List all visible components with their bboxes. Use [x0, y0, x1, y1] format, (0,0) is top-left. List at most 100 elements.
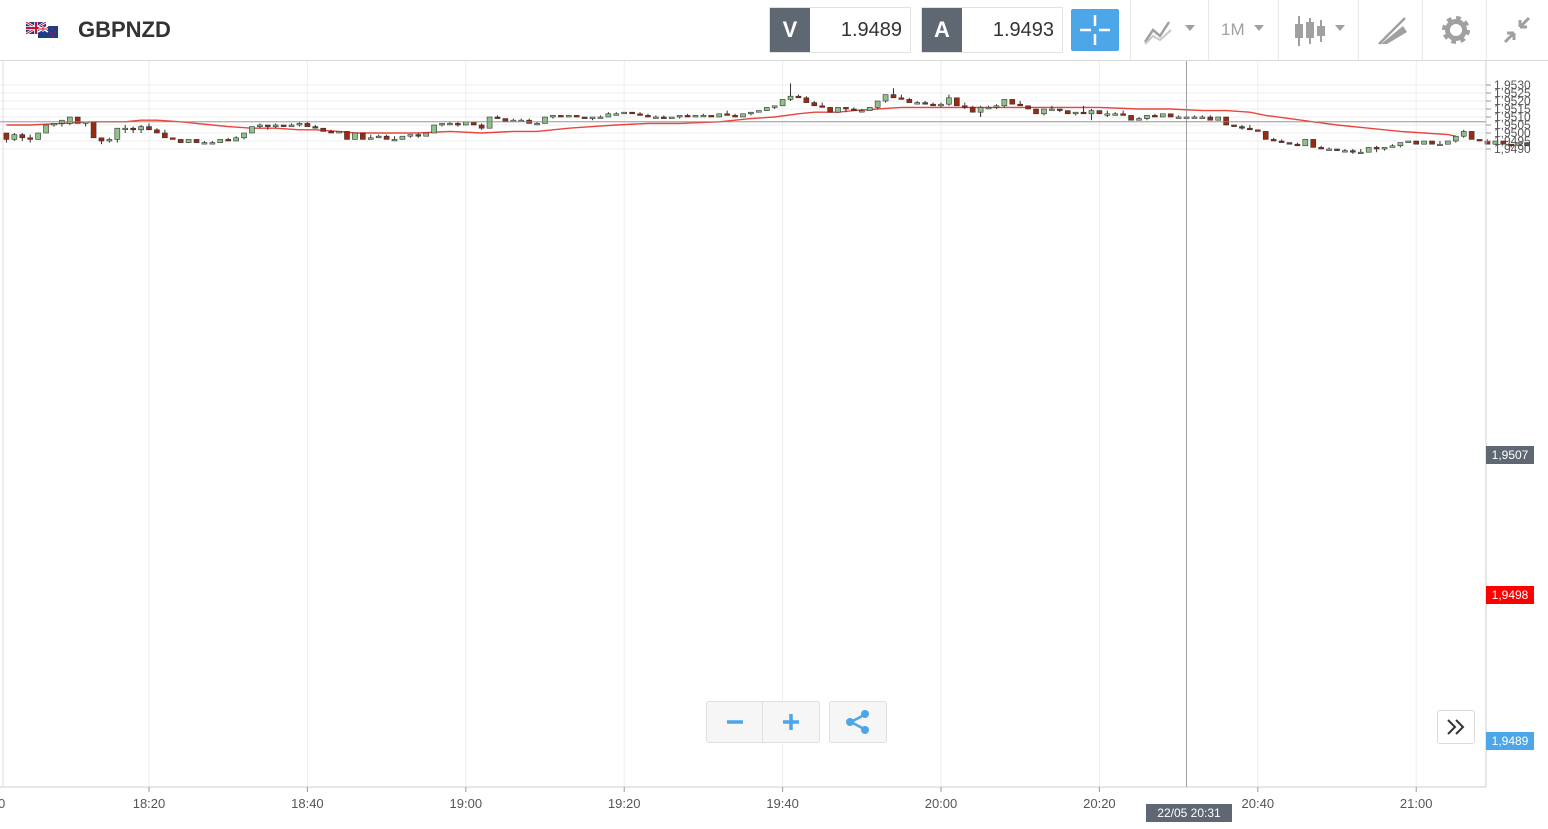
price-chart[interactable]: 1,94901,94951,95001,95051,95101,95151,95… — [0, 61, 1548, 829]
candle — [969, 105, 976, 113]
time-axis: 18:20 18:40 19:00 19:20 19:40 20:00 20:20 20:40… — [0, 787, 1432, 811]
candle-body-down — [383, 135, 390, 140]
candle — [478, 123, 485, 130]
chevron-down-icon — [1254, 25, 1264, 31]
candle — [1460, 129, 1467, 138]
candle-body-down — [1096, 110, 1103, 115]
candle — [383, 134, 390, 140]
candle — [169, 137, 176, 140]
candle — [1025, 105, 1031, 110]
candle-body-up — [1104, 113, 1111, 116]
candle-body-up — [977, 107, 984, 113]
candle — [938, 102, 944, 108]
candle-body-up — [1302, 139, 1309, 147]
drawing-tool-button[interactable] — [1358, 0, 1423, 60]
candle — [914, 101, 921, 105]
candle — [946, 94, 952, 106]
chart-type-button[interactable] — [1130, 0, 1209, 60]
time-tick-label: 18:40 — [291, 796, 324, 811]
candle — [296, 121, 303, 127]
candle — [1175, 115, 1182, 119]
candle — [74, 116, 81, 124]
candle — [185, 139, 192, 143]
candle — [1389, 144, 1396, 148]
price-tick-label: 1,9495 — [1494, 134, 1531, 148]
candle — [1088, 109, 1095, 121]
candle — [835, 107, 841, 113]
price-tick-label: 1,9525 — [1494, 86, 1531, 100]
candle — [550, 115, 556, 119]
candle — [1096, 110, 1103, 115]
candlestick-type-button[interactable] — [1278, 0, 1359, 60]
settings-button[interactable] — [1422, 0, 1487, 60]
candle-body-up — [122, 127, 129, 130]
candle-body-up — [779, 99, 786, 107]
share-button[interactable] — [829, 701, 887, 743]
candle-body-up — [106, 139, 113, 142]
candle — [930, 102, 936, 107]
candle — [19, 133, 26, 141]
candle-body-up — [748, 111, 754, 115]
candle — [375, 134, 382, 139]
crosshair-icon — [1080, 15, 1110, 45]
candle — [494, 115, 501, 119]
candle-body-up — [51, 123, 57, 126]
sell-price-button[interactable]: V 1.9489 — [769, 7, 911, 53]
candle-body-down — [360, 132, 366, 140]
candle-body-down — [732, 115, 738, 118]
zoom-in-button[interactable] — [763, 702, 819, 742]
zoom-out-button[interactable] — [707, 702, 763, 742]
scroll-to-latest-button[interactable] — [1437, 710, 1475, 744]
candle — [1492, 140, 1499, 145]
timeframe-select[interactable]: 1M — [1208, 0, 1279, 60]
candle-body-down — [312, 126, 319, 129]
collapse-button[interactable] — [1486, 0, 1548, 60]
candle-body-up — [1049, 108, 1055, 111]
candle — [122, 125, 129, 133]
candle-body-down — [1207, 116, 1214, 121]
candle-body-down — [573, 115, 580, 118]
candle — [288, 123, 295, 127]
candle-body-up — [1437, 143, 1443, 146]
price-tick-label: 1,9530 — [1494, 78, 1531, 92]
candle — [510, 118, 517, 123]
candle-body-up — [1389, 145, 1396, 148]
candle-body-up — [771, 105, 778, 108]
buy-price-button[interactable]: A 1.9493 — [921, 7, 1063, 53]
candle — [732, 113, 738, 118]
candle — [1508, 143, 1515, 148]
candle-body-up — [565, 115, 572, 118]
candle — [708, 115, 715, 118]
instrument-symbol: GBPNZD — [78, 17, 171, 42]
time-tick-label: 18:20 — [133, 796, 166, 811]
candlestick-series — [3, 83, 1530, 154]
candle-body-down — [629, 111, 635, 115]
crosshair-lines — [0, 61, 1486, 787]
candle-body-down — [1278, 140, 1285, 143]
candle — [1136, 117, 1142, 121]
candle — [241, 132, 247, 140]
candle-body-down — [74, 116, 81, 124]
candle-body-down — [898, 97, 905, 100]
candle — [1373, 145, 1380, 153]
timeframe-label: 1M — [1221, 20, 1245, 39]
candle-body-down — [415, 134, 422, 137]
candle-body-down — [1286, 142, 1293, 145]
candle-body-down — [193, 139, 200, 143]
candle-body-down — [1223, 116, 1229, 126]
candle — [874, 100, 881, 109]
candle-body-down — [130, 127, 136, 131]
crosshair-time-label: 22/05 20:31 — [1146, 804, 1232, 822]
candle — [249, 126, 255, 134]
candle-body-down — [637, 113, 643, 116]
candle — [605, 112, 612, 118]
candle-body-down — [19, 134, 26, 139]
price-tick-label: 1,9505 — [1494, 118, 1531, 132]
crosshair-button[interactable] — [1071, 9, 1119, 51]
candle-body-up — [201, 142, 208, 145]
candle — [1215, 116, 1221, 121]
candle-body-up — [1326, 148, 1332, 151]
candle-body-down — [320, 127, 327, 132]
candle — [1397, 142, 1404, 148]
candle-body-up — [1041, 108, 1047, 115]
